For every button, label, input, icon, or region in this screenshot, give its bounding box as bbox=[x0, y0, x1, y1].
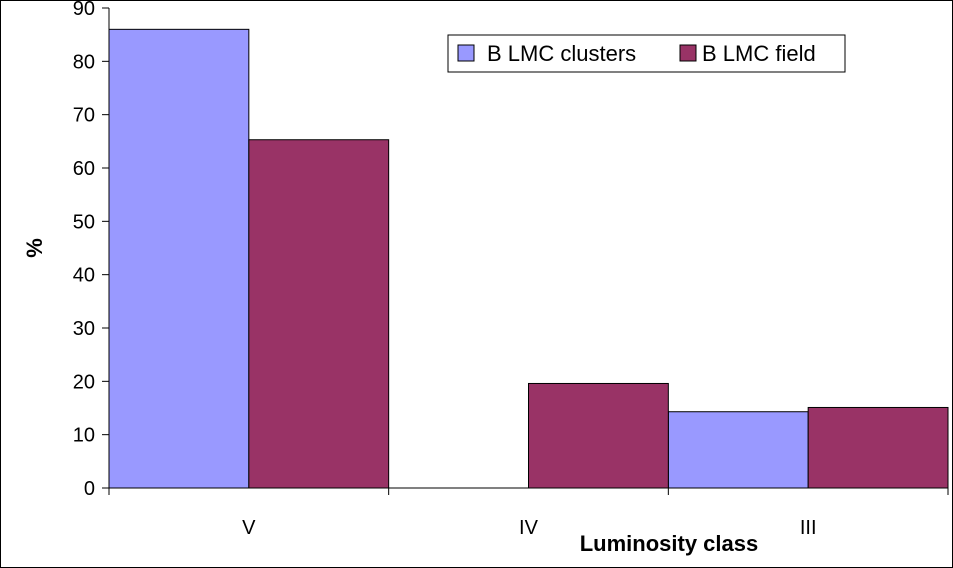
legend-swatch-clusters bbox=[457, 44, 475, 62]
bar-1-2 bbox=[807, 406, 949, 489]
y-tick-label: 60 bbox=[73, 158, 95, 180]
y-tick-label: 50 bbox=[73, 211, 95, 233]
legend-box bbox=[447, 34, 846, 73]
x-axis-title: Luminosity class bbox=[580, 531, 759, 556]
y-tick-label: 40 bbox=[73, 265, 95, 287]
y-tick-label: 90 bbox=[73, 0, 95, 20]
y-axis: 0 10 20 30 40 50 60 70 80 90 bbox=[73, 0, 110, 500]
legend-label-clusters: B LMC clusters bbox=[487, 41, 636, 66]
legend-swatch-field bbox=[679, 44, 697, 62]
legend: B LMC clusters B LMC field bbox=[447, 34, 846, 73]
x-tick-label: III bbox=[800, 517, 817, 539]
bar-0-0 bbox=[108, 28, 250, 489]
y-tick-label: 20 bbox=[73, 371, 95, 393]
y-tick-label: 80 bbox=[73, 51, 95, 73]
x-tick-label: IV bbox=[519, 517, 539, 539]
y-tick-label: 0 bbox=[84, 478, 95, 500]
y-tick-label: 30 bbox=[73, 318, 95, 340]
y-axis-title: % bbox=[22, 238, 47, 258]
bar-1-0 bbox=[248, 139, 390, 489]
bar-0-2 bbox=[667, 411, 809, 489]
y-tick-label: 10 bbox=[73, 425, 95, 447]
bars-group bbox=[108, 28, 949, 489]
x-axis: V IV III bbox=[108, 487, 949, 539]
bar-1-1 bbox=[528, 382, 669, 489]
y-tick-label: 70 bbox=[73, 105, 95, 127]
legend-label-field: B LMC field bbox=[702, 41, 816, 66]
x-tick-label: V bbox=[242, 517, 256, 539]
